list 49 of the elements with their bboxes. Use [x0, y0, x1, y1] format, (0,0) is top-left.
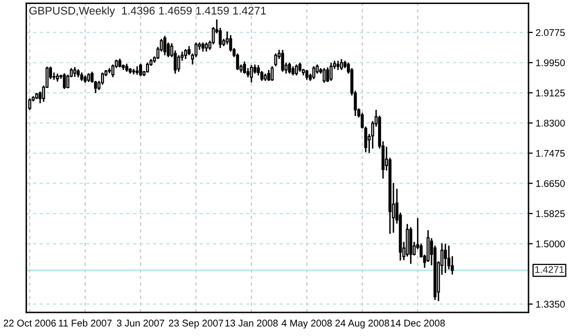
- candlestick: [288, 62, 292, 74]
- y-tick-label: 1.9125: [536, 90, 565, 96]
- candlestick: [340, 58, 343, 71]
- candlestick: [139, 63, 142, 77]
- x-tick-label: 14 Dec 2008: [390, 320, 445, 327]
- candlestick: [270, 66, 274, 82]
- x-tick-label: 4 May 2008: [282, 320, 332, 328]
- candlestick: [163, 35, 166, 56]
- candlestick: [201, 42, 204, 52]
- candlestick: [204, 42, 208, 52]
- x-tick-label: 3 Jun 2007: [116, 320, 164, 327]
- x-tick-label: 11 Feb 2007: [58, 319, 112, 327]
- candlestick: [253, 64, 256, 74]
- candlestick: [281, 49, 284, 72]
- y-tick-label: 1.3350: [536, 300, 565, 308]
- y-tick-label: 1.9950: [536, 59, 565, 66]
- candlestick: [250, 64, 253, 84]
- x-tick-label: 22 Oct 2006: [4, 320, 56, 327]
- candlestick: [312, 66, 316, 80]
- x-tick-label: 24 Aug 2008: [335, 320, 390, 328]
- candlestick: [294, 64, 298, 76]
- candlestick: [291, 66, 294, 76]
- ref-line-label: 1.4271: [535, 266, 564, 273]
- candlestick: [177, 54, 180, 72]
- x-tick-label: 23 Sep 2007: [168, 320, 224, 328]
- candlestick: [330, 62, 333, 82]
- candlestick: [184, 48, 188, 60]
- candlestick: [322, 67, 326, 84]
- candlestick: [62, 72, 66, 90]
- candlestick: [38, 90, 42, 104]
- candlestick: [73, 66, 76, 78]
- candlestick: [447, 244, 450, 270]
- candlestick: [444, 243, 447, 274]
- candlestick: [267, 69, 270, 82]
- candlestick: [298, 62, 302, 72]
- candlestick: [305, 69, 308, 81]
- chart-title: GBPUSD,Weekly 1.4396 1.4659 1.4159 1.4271: [29, 6, 266, 17]
- y-tick-label: 1.7475: [536, 150, 565, 157]
- y-tick-label: 2.0775: [536, 29, 565, 36]
- x-tick-label: 13 Jan 2008: [225, 320, 278, 327]
- candlestick: [336, 60, 340, 71]
- candlestick: [326, 66, 330, 83]
- y-tick-label: 1.5000: [536, 240, 565, 248]
- candlestick: [274, 52, 278, 67]
- y-tick-label: 1.6650: [536, 180, 565, 187]
- candlestick: [243, 60, 246, 74]
- candlestick: [111, 64, 114, 78]
- y-tick-label: 1.8300: [536, 120, 565, 127]
- y-tick-label: 1.5825: [536, 210, 565, 218]
